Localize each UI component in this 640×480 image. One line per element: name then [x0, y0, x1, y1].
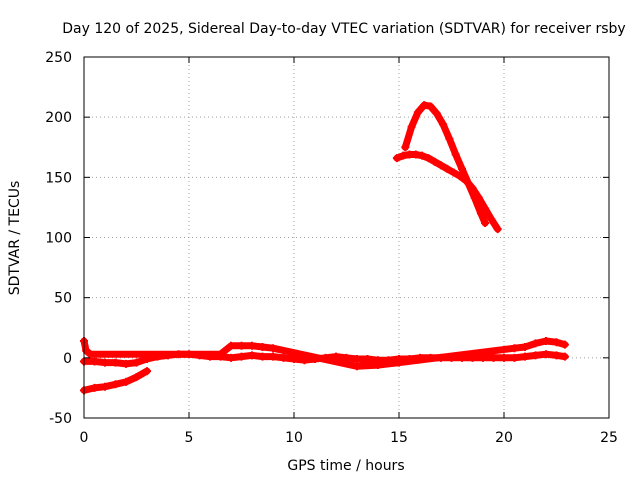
- y-tick-label: 50: [54, 291, 72, 307]
- data-point: [407, 122, 416, 131]
- data-point: [374, 361, 382, 370]
- data-point: [451, 150, 460, 159]
- data-point: [90, 383, 99, 392]
- series-5: [392, 150, 502, 234]
- data-point: [258, 352, 267, 361]
- data-point: [279, 353, 288, 362]
- data-point: [552, 351, 561, 360]
- data-point: [437, 161, 445, 170]
- data-point: [500, 353, 508, 362]
- data-point: [418, 151, 427, 160]
- data-point: [216, 350, 225, 359]
- data-point: [510, 344, 519, 353]
- data-point: [248, 351, 256, 360]
- data-point: [560, 352, 569, 361]
- y-tick-label: 200: [45, 110, 72, 126]
- y-tick-label: 150: [45, 170, 72, 186]
- data-point: [474, 193, 483, 202]
- series-3: [80, 336, 569, 371]
- x-axis-label: GPS time / hours: [287, 458, 404, 474]
- data-point: [132, 358, 141, 367]
- data-point: [426, 102, 435, 111]
- data-point: [392, 154, 401, 163]
- data-point: [455, 172, 464, 181]
- data-point: [353, 362, 361, 371]
- data-point: [399, 151, 408, 160]
- x-tick-label: 0: [80, 430, 89, 446]
- data-point: [143, 367, 151, 376]
- data-point: [439, 120, 448, 129]
- data-point: [111, 380, 120, 389]
- axis-ticks: 0 5 10 15 20 25 -50 0 50 100 150 200 250: [45, 50, 618, 446]
- data-point: [363, 355, 372, 364]
- data-point: [458, 164, 466, 173]
- data-point: [411, 150, 420, 159]
- data-point: [237, 341, 246, 350]
- data-point: [101, 358, 109, 367]
- y-tick-label: -50: [49, 411, 72, 427]
- data-point: [101, 382, 109, 391]
- data-point: [521, 352, 529, 361]
- data-point: [237, 352, 246, 361]
- data-point: [248, 341, 256, 350]
- data-point: [481, 204, 490, 213]
- data-point: [290, 355, 298, 364]
- x-tick-label: 15: [390, 430, 408, 446]
- data-point: [395, 358, 403, 367]
- data-point: [468, 184, 477, 193]
- data-point: [552, 338, 561, 347]
- data-point: [560, 340, 569, 349]
- x-tick-label: 5: [185, 430, 194, 446]
- data-point: [353, 355, 361, 364]
- data-point: [424, 154, 433, 163]
- data-point: [462, 176, 471, 185]
- data-point: [86, 350, 95, 359]
- data-points: [80, 101, 569, 395]
- data-point: [531, 339, 540, 348]
- data-point: [258, 343, 267, 352]
- data-point: [521, 343, 529, 352]
- data-point: [122, 359, 130, 368]
- y-axis-label: SDTVAR / TECUs: [7, 181, 23, 296]
- data-point: [443, 164, 452, 173]
- data-point: [227, 353, 235, 362]
- data-point: [413, 108, 422, 117]
- data-point: [493, 225, 502, 234]
- data-point: [82, 346, 91, 355]
- data-point: [269, 352, 277, 361]
- data-point: [90, 357, 99, 366]
- data-point: [489, 353, 498, 362]
- x-tick-label: 25: [600, 430, 618, 446]
- data-point: [445, 134, 454, 143]
- chart-title: Day 120 of 2025, Sidereal Day-to-day VTE…: [62, 21, 625, 37]
- data-point: [542, 350, 550, 359]
- data-point: [542, 336, 550, 345]
- data-point: [122, 377, 130, 386]
- data-point: [487, 215, 496, 224]
- y-tick-label: 250: [45, 50, 72, 66]
- x-tick-label: 10: [285, 430, 303, 446]
- data-point: [531, 351, 540, 360]
- data-point: [401, 143, 410, 152]
- data-point: [132, 373, 141, 382]
- data-point: [449, 168, 458, 177]
- data-point: [420, 101, 429, 110]
- y-tick-label: 100: [45, 231, 72, 247]
- data-point: [111, 358, 120, 367]
- data-point: [510, 353, 519, 362]
- data-point: [430, 157, 439, 166]
- data-point: [269, 344, 277, 353]
- y-tick-label: 0: [63, 351, 72, 367]
- data-point: [476, 209, 485, 218]
- x-tick-label: 20: [495, 430, 513, 446]
- data-point: [227, 341, 235, 350]
- data-point: [481, 219, 490, 228]
- data-point: [432, 109, 441, 118]
